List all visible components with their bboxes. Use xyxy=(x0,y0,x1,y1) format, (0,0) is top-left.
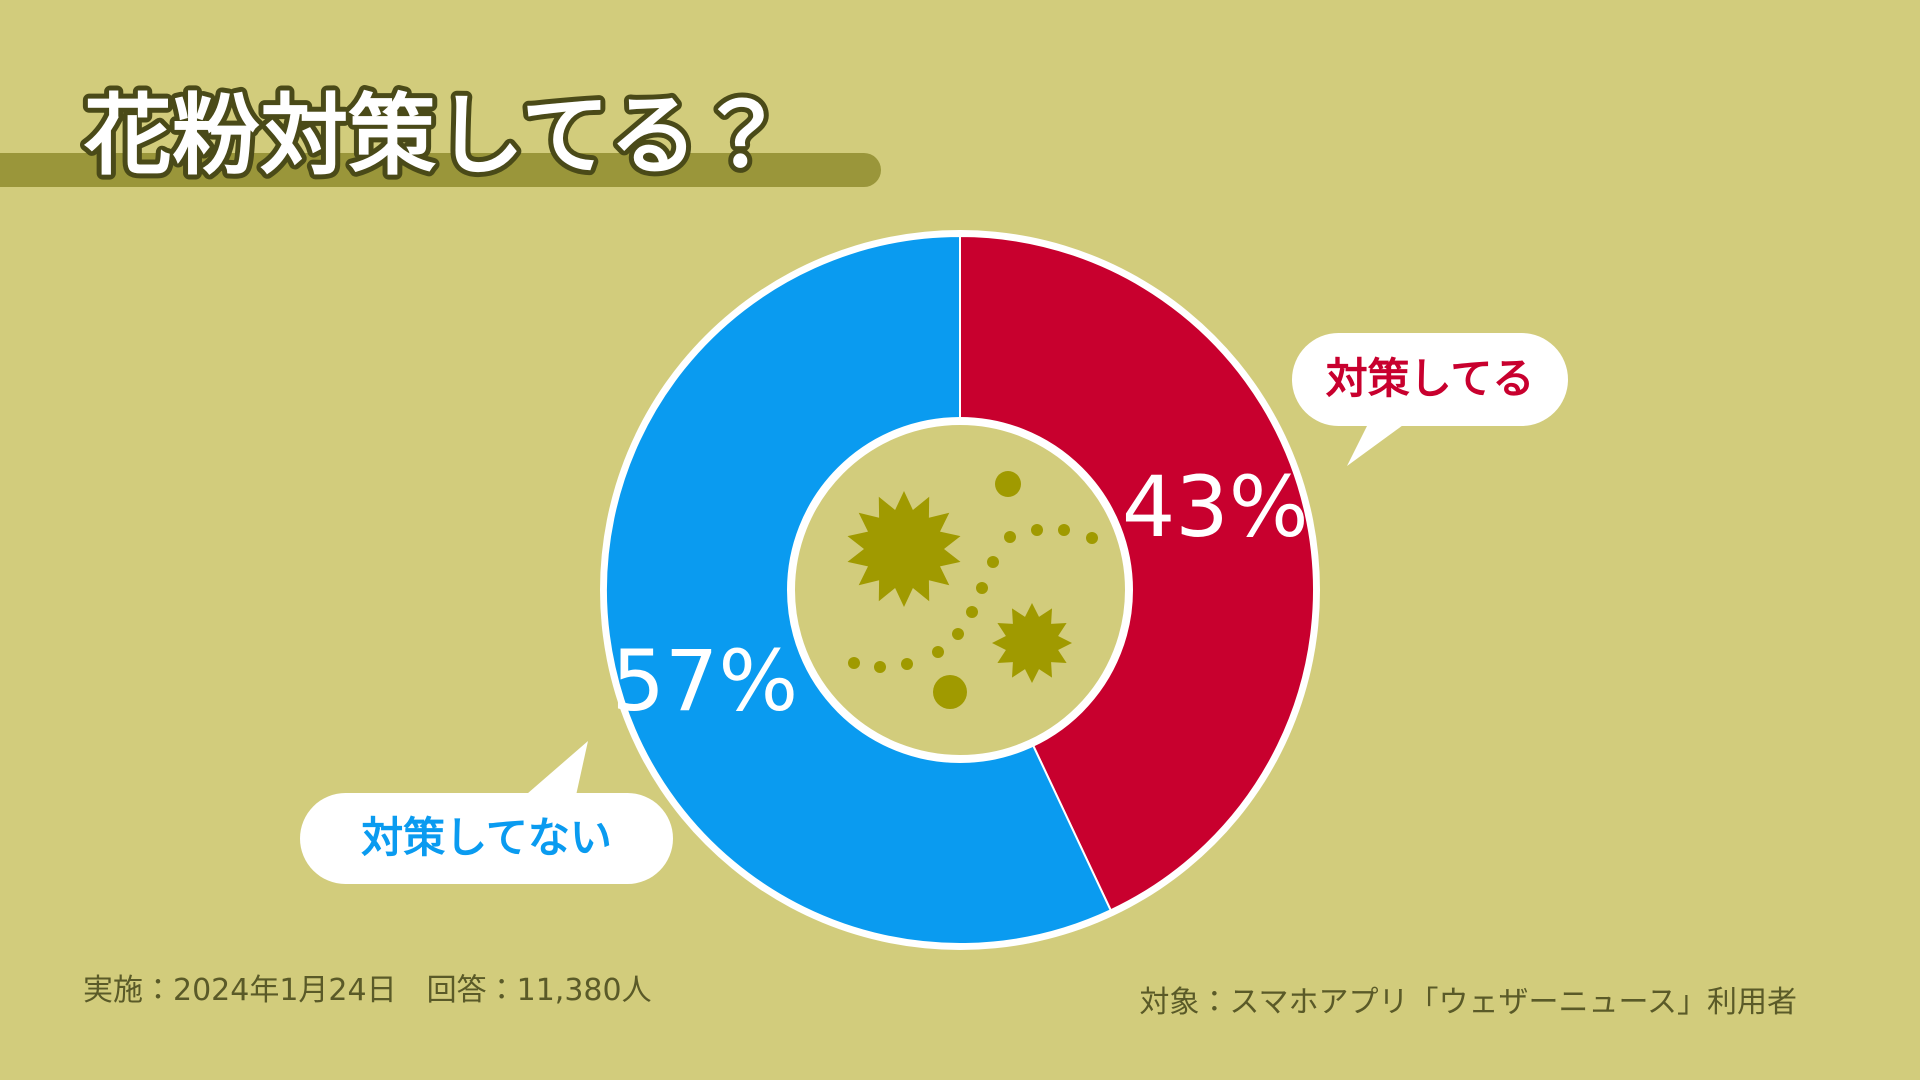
target-note: 対象：スマホアプリ「ウェザーニュース」利用者 xyxy=(1139,985,1797,1020)
pollen-trail xyxy=(1031,524,1043,536)
callout xyxy=(300,793,673,884)
pollen-trail xyxy=(874,661,886,673)
callout xyxy=(1292,333,1568,426)
legend-label: 対策してない xyxy=(361,813,612,862)
title-bar xyxy=(0,153,881,187)
pollen-trail xyxy=(901,658,913,670)
pollen-trail xyxy=(976,582,988,594)
pollen-trail xyxy=(1004,531,1016,543)
survey-note: 実施：2024年1月24日 回答：11,380人 xyxy=(83,973,652,1008)
chart-title: 花粉対策してる？ xyxy=(83,84,785,187)
pollen-trail xyxy=(848,657,860,669)
pollen-icon xyxy=(847,491,961,607)
pollen-trail xyxy=(932,646,944,658)
inner-circle xyxy=(787,417,1133,763)
value-label: 43% xyxy=(1122,458,1309,556)
pollen-icon xyxy=(992,603,1072,683)
pollen-trail xyxy=(966,606,978,618)
pollen-dot xyxy=(933,675,967,709)
pollen-trail xyxy=(987,556,999,568)
pollen-dot xyxy=(995,471,1021,497)
value-label: 57% xyxy=(611,632,798,730)
callout-tail xyxy=(1347,420,1410,466)
callout-tail xyxy=(520,741,588,800)
pollen-trail xyxy=(1086,532,1098,544)
pollen-trail xyxy=(952,628,964,640)
legend-label: 対策してる xyxy=(1326,354,1535,403)
pollen-trail xyxy=(1058,524,1070,536)
